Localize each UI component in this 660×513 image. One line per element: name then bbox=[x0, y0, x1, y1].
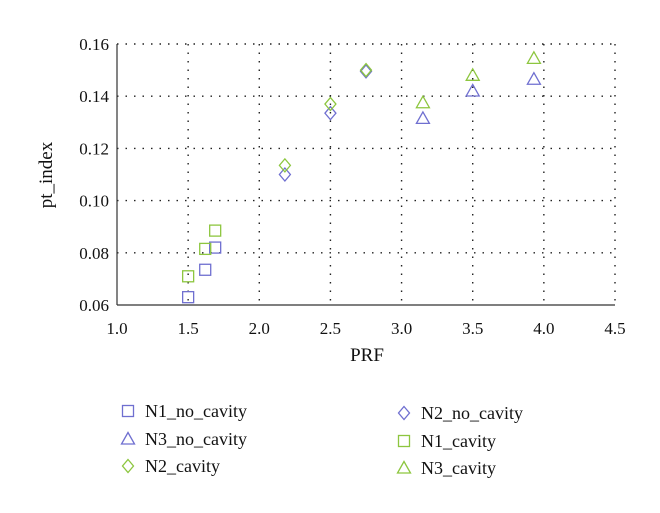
y-tick-label: 0.10 bbox=[79, 192, 109, 211]
legend-label: N2_no_cavity bbox=[421, 403, 523, 423]
data-point-n3-no-cavity bbox=[526, 71, 542, 85]
x-tick-label: 4.5 bbox=[604, 319, 625, 338]
x-tick-label: 3.0 bbox=[391, 319, 412, 338]
x-tick-label: 1.0 bbox=[106, 319, 127, 338]
data-point-n1-cavity bbox=[181, 270, 195, 283]
legend-label: N2_cavity bbox=[145, 456, 220, 476]
axes bbox=[116, 44, 615, 306]
y-tick-label: 0.06 bbox=[79, 296, 109, 315]
x-tick-label: 4.0 bbox=[533, 319, 554, 338]
data-point-n3-cavity bbox=[415, 94, 431, 109]
legend-marker-icon bbox=[120, 431, 136, 445]
data-point-n3-no-cavity bbox=[465, 83, 481, 97]
x-tick-label: 1.5 bbox=[178, 319, 199, 338]
legend-label: N1_no_cavity bbox=[145, 401, 247, 421]
legend-marker-icon bbox=[397, 434, 411, 448]
legend-marker-icon bbox=[397, 405, 411, 421]
legend-label: N3_no_cavity bbox=[145, 429, 247, 449]
data-point-n2-no-cavity bbox=[359, 63, 373, 79]
y-axis-label: pt_index bbox=[36, 141, 57, 208]
legend: N1_no_cavity N3_no_cavity N2_cavity N2_no_c… bbox=[120, 401, 523, 478]
tick-labels: 1.0 1.5 2.0 2.5 3.0 3.5 4.0 4.5 0.06 0.08 0.10 0.12… bbox=[79, 35, 625, 338]
legend-label: N3_cavity bbox=[421, 458, 496, 478]
data-point-n1-no-cavity bbox=[181, 291, 195, 304]
data-point-n2-no-cavity bbox=[278, 166, 292, 183]
legend-marker-icon bbox=[121, 404, 135, 418]
x-axis-label: PRF bbox=[350, 345, 384, 366]
x-tick-label: 2.0 bbox=[249, 319, 270, 338]
legend-item-n1-cavity: N1_cavity bbox=[397, 431, 496, 451]
y-tick-label: 0.08 bbox=[79, 244, 109, 263]
legend-item-n2-no-cavity: N2_no_cavity bbox=[397, 403, 523, 423]
data-point-n3-cavity bbox=[465, 67, 481, 81]
legend-item-n3-cavity: N3_cavity bbox=[396, 458, 496, 478]
data-points bbox=[181, 50, 542, 304]
y-tick-label: 0.16 bbox=[79, 35, 109, 54]
x-tick-label: 3.5 bbox=[462, 319, 483, 338]
legend-item-n1-no-cavity: N1_no_cavity bbox=[121, 401, 247, 421]
x-tick-label: 2.5 bbox=[320, 319, 341, 338]
legend-label: N1_cavity bbox=[421, 431, 496, 451]
data-point-n1-cavity bbox=[199, 242, 212, 256]
data-point-n2-cavity bbox=[324, 96, 337, 112]
legend-marker-icon bbox=[121, 458, 135, 474]
y-tick-label: 0.12 bbox=[79, 139, 109, 158]
data-point-n2-no-cavity bbox=[324, 105, 337, 121]
data-point-n3-cavity bbox=[526, 50, 542, 65]
legend-item-n2-cavity: N2_cavity bbox=[121, 456, 220, 476]
legend-item-n3-no-cavity: N3_no_cavity bbox=[120, 429, 247, 449]
grid bbox=[117, 43, 616, 305]
data-point-n2-cavity bbox=[359, 62, 373, 78]
data-point-n1-cavity bbox=[209, 224, 222, 237]
data-point-n2-cavity bbox=[278, 157, 292, 173]
legend-marker-icon bbox=[396, 460, 412, 474]
data-point-n1-no-cavity bbox=[199, 263, 212, 276]
data-point-n3-no-cavity bbox=[415, 110, 431, 125]
data-point-n1-no-cavity bbox=[209, 241, 222, 254]
y-tick-label: 0.14 bbox=[79, 87, 109, 106]
